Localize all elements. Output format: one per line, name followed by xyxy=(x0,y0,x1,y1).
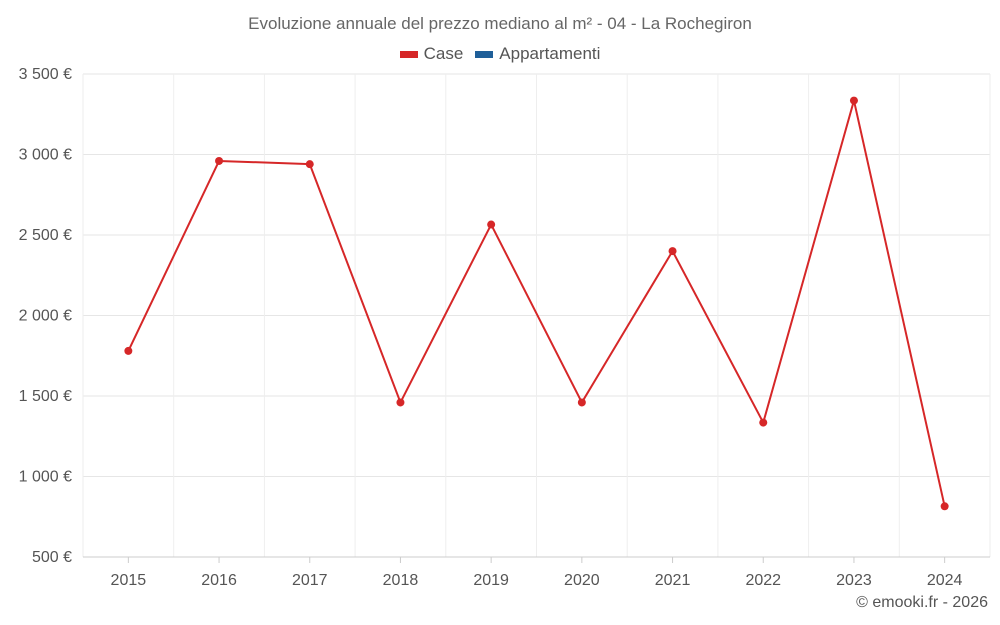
data-point xyxy=(940,502,949,511)
y-tick-label: 3 000 € xyxy=(19,147,72,164)
y-tick-label: 3 500 € xyxy=(19,66,72,83)
legend-item-case[interactable]: Case xyxy=(399,44,464,64)
legend-label-case: Case xyxy=(423,44,464,63)
x-tick-label: 2021 xyxy=(655,572,691,589)
grid-lines xyxy=(82,73,991,558)
y-tick-label: 1 500 € xyxy=(19,388,72,405)
y-axis: 500 € 1 000 € 1 500 € 2 000 € 2 500 € 3 000 €… xyxy=(19,66,72,566)
data-point xyxy=(577,398,586,407)
data-point xyxy=(849,96,858,105)
x-tick-label: 2024 xyxy=(927,572,963,589)
y-tick-label: 500 € xyxy=(32,549,72,566)
data-point xyxy=(759,418,768,427)
y-tick-label: 2 000 € xyxy=(19,308,72,325)
y-tick-label: 2 500 € xyxy=(19,227,72,244)
data-point xyxy=(124,346,133,355)
data-point xyxy=(487,220,496,229)
legend-label-appartamenti: Appartamenti xyxy=(499,44,601,63)
chart-legend: Case Appartamenti xyxy=(0,44,1000,64)
x-axis: 2015 2016 2017 2018 2019 2020 2021 2022 2023 2024 xyxy=(83,556,990,589)
x-tick-label: 2022 xyxy=(745,572,781,589)
x-tick-label: 2020 xyxy=(564,572,600,589)
data-point xyxy=(215,156,224,165)
legend-swatch-appartamenti xyxy=(475,50,494,58)
x-tick-label: 2019 xyxy=(473,572,509,589)
x-tick-label: 2016 xyxy=(201,572,237,589)
x-tick-label: 2023 xyxy=(836,572,872,589)
series-line-0 xyxy=(127,99,946,507)
data-point xyxy=(668,247,677,256)
x-tick-label: 2017 xyxy=(292,572,328,589)
x-tick-label: 2018 xyxy=(383,572,419,589)
legend-swatch-case xyxy=(399,50,418,58)
credit-text: © emooki.fr - 2026 xyxy=(856,594,988,611)
series-layer xyxy=(124,96,949,511)
y-tick-label: 1 000 € xyxy=(19,469,72,486)
data-point xyxy=(396,398,405,407)
x-tick-label: 2015 xyxy=(111,572,147,589)
data-point xyxy=(305,160,314,169)
legend-item-appartamenti[interactable]: Appartamenti xyxy=(475,44,600,64)
chart-title: Evoluzione annuale del prezzo mediano al… xyxy=(248,14,752,33)
